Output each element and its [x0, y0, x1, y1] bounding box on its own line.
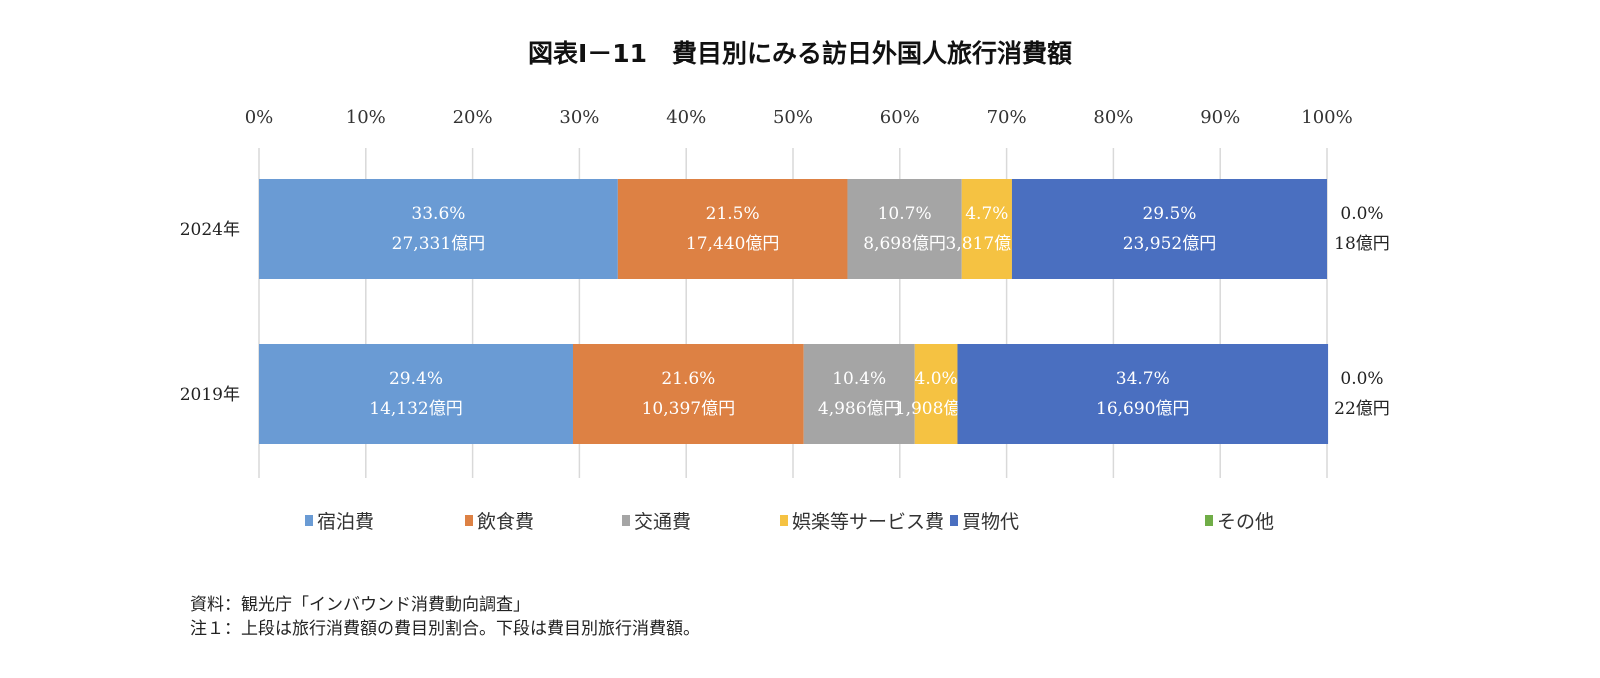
chart-title: 図表Ⅰ－11 費目別にみる訪日外国人旅行消費額 [527, 39, 1073, 68]
data-label-amount: 14,132億円 [369, 399, 462, 419]
legend-label: 買物代 [962, 511, 1019, 533]
legend-swatch [1205, 515, 1213, 526]
x-tick-label: 60% [880, 107, 920, 128]
x-tick-label: 0% [245, 107, 274, 128]
data-label-amount: 10,397億円 [642, 399, 735, 419]
x-tick-label: 70% [987, 107, 1027, 128]
bar-segment [847, 179, 962, 279]
data-label-amount: 18億円 [1334, 234, 1390, 254]
data-label-amount: 8,698億円 [863, 234, 946, 254]
data-label-percent: 10.7% [878, 204, 932, 224]
data-label-amount: 22億円 [1334, 399, 1390, 419]
legend-swatch [465, 515, 473, 526]
data-label-percent: 4.0% [915, 369, 958, 389]
x-tick-label: 40% [666, 107, 706, 128]
data-label-percent: 0.0% [1340, 204, 1383, 224]
data-label-percent: 4.7% [965, 204, 1008, 224]
data-label-amount: 4,986億円 [818, 399, 901, 419]
legend-label: 宿泊費 [317, 511, 374, 533]
data-label-percent: 21.5% [706, 204, 760, 224]
x-tick-label: 90% [1200, 107, 1240, 128]
bar-segment [572, 344, 804, 444]
y-category-label: 2024年 [180, 220, 240, 240]
x-tick-label: 30% [559, 107, 599, 128]
bar-segment [259, 179, 618, 279]
x-tick-label: 10% [346, 107, 386, 128]
data-label-percent: 21.6% [661, 369, 715, 389]
data-label-amount: 3,817億円 [946, 234, 1029, 254]
data-label-amount: 1,908億円 [895, 399, 978, 419]
bar-segment [914, 344, 958, 444]
data-label-amount: 17,440億円 [686, 234, 779, 254]
data-label-percent: 0.0% [1340, 369, 1383, 389]
legend-swatch [305, 515, 313, 526]
legend-label: 娯楽等サービス費 [792, 511, 944, 533]
source-note: 資料：観光庁「インバウンド消費動向調査」 [190, 595, 530, 615]
bar-segment [957, 344, 1329, 444]
legend-label: その他 [1217, 511, 1274, 533]
x-tick-label: 100% [1301, 107, 1352, 128]
data-label-percent: 10.4% [832, 369, 886, 389]
bar-segment [259, 344, 573, 444]
data-label-percent: 29.5% [1142, 204, 1196, 224]
data-label-amount: 27,331億円 [392, 234, 485, 254]
x-tick-label: 20% [453, 107, 493, 128]
legend-label: 交通費 [634, 511, 691, 533]
legend-swatch [950, 515, 958, 526]
bar-segment [803, 344, 915, 444]
y-category-label: 2019年 [180, 385, 240, 405]
bar-segment [1011, 179, 1327, 279]
legend-swatch [622, 515, 630, 526]
x-tick-label: 50% [773, 107, 813, 128]
data-label-amount: 23,952億円 [1123, 234, 1216, 254]
data-label-amount: 16,690億円 [1096, 399, 1189, 419]
data-label-percent: 34.7% [1116, 369, 1170, 389]
data-label-percent: 33.6% [411, 204, 465, 224]
legend-label: 飲食費 [477, 511, 534, 533]
bar-segment [961, 179, 1012, 279]
data-label-percent: 29.4% [389, 369, 443, 389]
x-tick-label: 80% [1093, 107, 1133, 128]
legend-swatch [780, 515, 788, 526]
footnote-1: 注１：上段は旅行消費額の費目別割合。下段は費目別旅行消費額。 [190, 619, 700, 639]
bar-segment [617, 179, 848, 279]
